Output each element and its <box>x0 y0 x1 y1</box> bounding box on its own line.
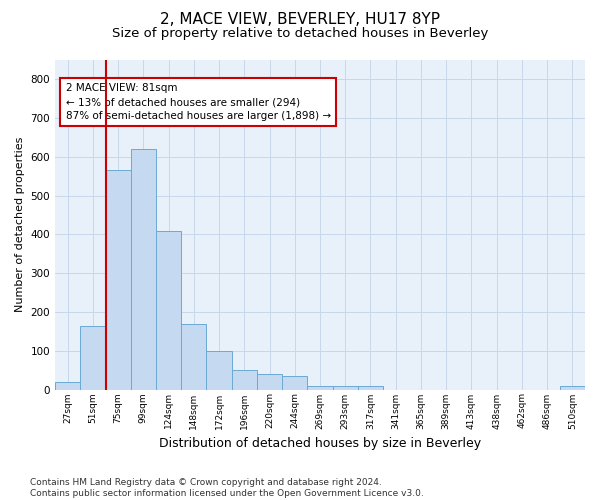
Text: 2, MACE VIEW, BEVERLEY, HU17 8YP: 2, MACE VIEW, BEVERLEY, HU17 8YP <box>160 12 440 28</box>
Bar <box>106 170 131 390</box>
Y-axis label: Number of detached properties: Number of detached properties <box>15 137 25 312</box>
X-axis label: Distribution of detached houses by size in Beverley: Distribution of detached houses by size … <box>159 437 481 450</box>
Bar <box>560 386 585 390</box>
Bar <box>358 386 383 390</box>
Bar <box>257 374 282 390</box>
Bar <box>181 324 206 390</box>
Bar <box>80 326 106 390</box>
Bar <box>55 382 80 390</box>
Bar <box>131 149 156 390</box>
Bar <box>332 386 358 390</box>
Bar <box>206 350 232 390</box>
Text: Size of property relative to detached houses in Beverley: Size of property relative to detached ho… <box>112 28 488 40</box>
Bar <box>232 370 257 390</box>
Bar <box>156 230 181 390</box>
Text: 2 MACE VIEW: 81sqm
← 13% of detached houses are smaller (294)
87% of semi-detach: 2 MACE VIEW: 81sqm ← 13% of detached hou… <box>65 83 331 121</box>
Bar <box>307 386 332 390</box>
Bar <box>282 376 307 390</box>
Text: Contains HM Land Registry data © Crown copyright and database right 2024.
Contai: Contains HM Land Registry data © Crown c… <box>30 478 424 498</box>
